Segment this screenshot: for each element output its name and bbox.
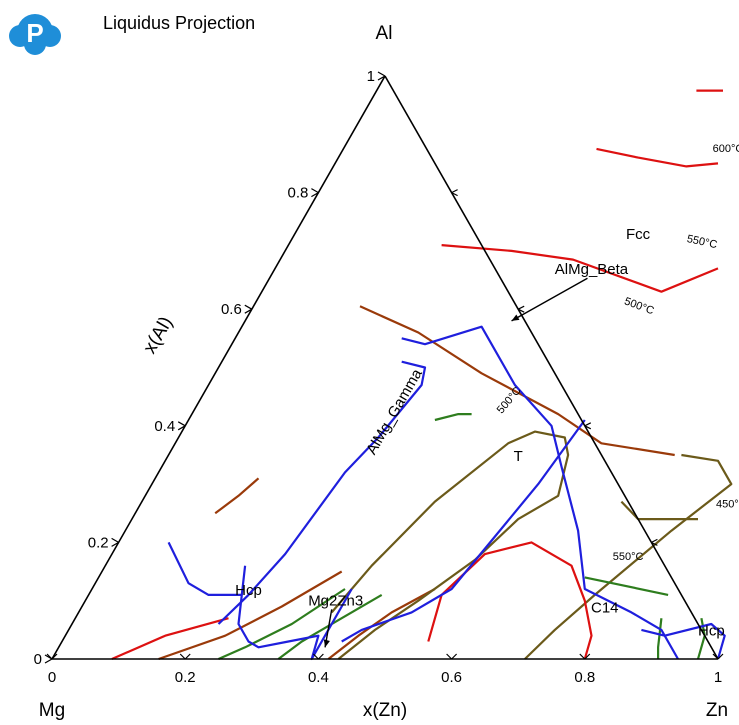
- left-tick-mark: [244, 304, 253, 310]
- right-tick-mark: [451, 189, 458, 194]
- series-line-15: [584, 576, 669, 596]
- right-tick-mark: [584, 422, 592, 427]
- bottom-tick-label: 0: [48, 669, 56, 686]
- left-tick-label: 0: [34, 651, 42, 668]
- series-line-8: [277, 593, 383, 660]
- left-tick-mark: [311, 192, 319, 198]
- series-line-21: [167, 541, 242, 596]
- series-line-5: [111, 617, 229, 661]
- isotherm-label: 550°C: [686, 233, 719, 251]
- liquidus-curves: [111, 89, 733, 661]
- bottom-tick-mark: [717, 653, 724, 660]
- bottom-tick-label: 0.8: [574, 669, 595, 686]
- right-tick-mark: [651, 541, 658, 546]
- brand-logo-icon: P: [8, 6, 62, 56]
- series-line-4: [214, 477, 260, 515]
- left-tick-label: 0.2: [88, 534, 109, 551]
- left-tick-mark: [111, 537, 119, 543]
- series-line-13: [427, 541, 593, 660]
- isotherm-label: 600°C: [713, 143, 739, 155]
- left-tick-mark: [244, 308, 253, 314]
- x-axis-label: x(Zn): [363, 700, 407, 721]
- y-axis-label: x(Al): [139, 313, 177, 357]
- left-tick-mark: [377, 75, 386, 81]
- vertex-label-al: Al: [376, 23, 393, 44]
- bottom-tick-label: 0.4: [308, 669, 329, 686]
- bottom-tick-mark: [184, 653, 191, 660]
- right-edge: [384, 75, 719, 660]
- bottom-tick-mark: [179, 653, 186, 660]
- left-tick-mark: [311, 188, 319, 194]
- phase-annotation: AlMg_Beta: [555, 261, 629, 278]
- axis-ticks: 0 0.2 0.4 0.6 0.8 1 0 0.2 0.4 0.6 0.8 1: [34, 68, 724, 686]
- isotherm-label: 550°C: [613, 551, 644, 563]
- arrowhead: [323, 639, 330, 648]
- series-line-20: [237, 565, 353, 661]
- left-tick-mark: [177, 421, 186, 427]
- chart-labels: Fcc T C14 Hcp Hcp 600°C 550°C 500°C 500°C 450°C 55…: [235, 143, 739, 648]
- right-tick-mark: [517, 308, 525, 313]
- region-label: T: [514, 448, 523, 465]
- isotherm-label: 500°C: [623, 295, 656, 317]
- bottom-tick-mark: [451, 653, 458, 660]
- series-line-3: [359, 305, 675, 457]
- left-tick-label: 0.6: [221, 301, 242, 318]
- series-line-22: [341, 419, 586, 643]
- right-tick-mark: [517, 305, 525, 310]
- series-line-2: [441, 244, 719, 293]
- bottom-tick-mark: [51, 653, 58, 660]
- left-tick-mark: [44, 654, 53, 660]
- isotherm-label: 450°C: [716, 498, 739, 510]
- right-tick-mark: [451, 192, 458, 197]
- series-line-7: [218, 588, 346, 661]
- bottom-tick-label: 1: [714, 669, 722, 686]
- left-tick-mark: [377, 71, 386, 77]
- bottom-tick-mark: [712, 653, 719, 660]
- series-line-9: [327, 588, 436, 660]
- vertex-label-zn: Zn: [706, 700, 728, 721]
- series-line-19: [217, 360, 427, 625]
- region-label: Hcp: [235, 582, 262, 599]
- left-edge: [51, 75, 386, 660]
- left-tick-mark: [111, 541, 119, 547]
- right-tick-mark: [651, 538, 658, 543]
- arrowhead: [511, 314, 520, 321]
- bottom-tick-mark: [584, 653, 591, 660]
- series-line-10: [434, 413, 472, 422]
- series-line-1: [596, 147, 719, 168]
- series-line-6: [158, 570, 343, 661]
- left-tick-mark: [177, 425, 186, 431]
- vertex-label-mg: Mg: [39, 700, 65, 721]
- left-tick-mark: [44, 658, 53, 664]
- region-label: Hcp: [698, 623, 725, 640]
- left-tick-label: 1: [367, 68, 375, 85]
- page-title: Liquidus Projection: [103, 13, 256, 33]
- series-line-18: [401, 325, 679, 660]
- phase-annotation: Mg2Zn3: [308, 592, 363, 609]
- bottom-tick-label: 0.2: [175, 669, 196, 686]
- bottom-tick-mark: [317, 653, 324, 660]
- series-line-11: [524, 453, 733, 660]
- bottom-tick-label: 0.6: [441, 669, 462, 686]
- series-line-16: [657, 618, 663, 659]
- isotherm-label: 500°C: [495, 385, 524, 416]
- svg-text:P: P: [26, 18, 43, 48]
- left-tick-label: 0.4: [154, 418, 175, 435]
- phase-annotation: AlMg_Gamma: [363, 366, 426, 458]
- series-line-23: [641, 622, 726, 660]
- series-line-14: [330, 430, 570, 660]
- bottom-tick-mark: [579, 653, 586, 660]
- right-tick-mark: [584, 425, 592, 430]
- left-tick-label: 0.8: [288, 185, 309, 202]
- bottom-tick-mark: [446, 653, 453, 660]
- region-label: Fcc: [626, 226, 651, 243]
- bottom-tick-mark: [312, 653, 319, 660]
- annotation-arrow: [511, 277, 588, 322]
- region-label: C14: [591, 599, 619, 616]
- triangle-frame: [51, 75, 719, 660]
